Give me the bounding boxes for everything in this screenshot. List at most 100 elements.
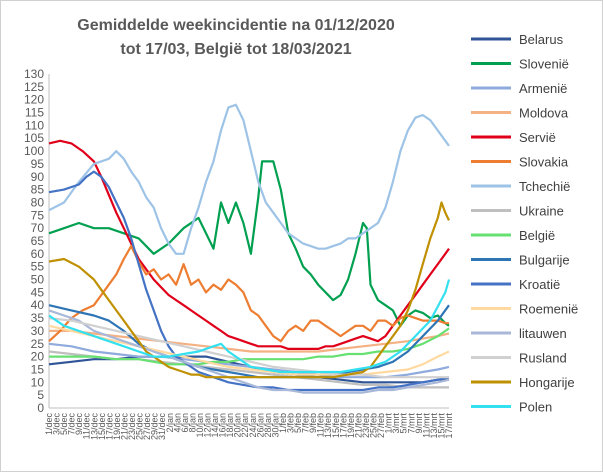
- y-tick-label: 65: [31, 234, 45, 248]
- x-tick-label: 17/dec: [104, 413, 114, 441]
- x-tick-label: 22/jan: [240, 413, 250, 438]
- y-tick-label: 120: [24, 93, 44, 107]
- legend-label: Hongarije: [519, 375, 575, 390]
- x-tick-label: 23/feb: [361, 413, 371, 438]
- y-tick-label: 75: [31, 208, 45, 222]
- y-tick-label: 10: [31, 375, 45, 389]
- y-tick-label: 55: [31, 260, 45, 274]
- x-tick-label: 7/feb: [301, 413, 311, 433]
- x-tick-label: 5/mrt: [399, 413, 409, 434]
- series-line-kroati-: [48, 170, 450, 392]
- legend-label: Moldova: [519, 106, 569, 121]
- series-lines: [48, 103, 451, 394]
- x-tick-label: 28/jan: [263, 413, 273, 438]
- y-tick-label: 45: [31, 285, 45, 299]
- x-tick-label: 17/mrt: [444, 413, 454, 439]
- x-tick-label: 5/feb: [293, 413, 303, 433]
- x-tick-label: 19/feb: [346, 413, 356, 438]
- x-tick-label: 17/feb: [338, 413, 348, 438]
- x-tick-label: 9/mrt: [414, 413, 424, 434]
- x-tick-label: 1/mrt: [384, 413, 394, 434]
- x-tick-label: 11/dec: [82, 413, 92, 440]
- x-tick-label: 6/jan: [180, 413, 190, 433]
- x-tick-label: 4/jan: [172, 413, 182, 433]
- y-tick-label: 80: [31, 195, 45, 209]
- y-tick-label: 100: [24, 144, 44, 158]
- series-line-slovakia: [48, 245, 449, 343]
- x-tick-label: 3/mrt: [391, 413, 401, 434]
- x-tick-label: 26/jan: [255, 413, 265, 438]
- legend-label: Roemenië: [519, 302, 578, 317]
- y-tick-label: 95: [31, 157, 45, 171]
- x-tick-label: 16/jan: [218, 413, 228, 438]
- legend-label: Kroatië: [519, 277, 560, 292]
- axes: 0510152025303540455055606570758085909510…: [24, 67, 454, 440]
- y-tick-label: 125: [24, 80, 44, 94]
- x-tick-label: 29/dec: [150, 413, 160, 441]
- x-tick-label: 23/dec: [127, 413, 137, 441]
- x-tick-label: 8/jan: [187, 413, 197, 433]
- x-tick-label: 18/jan: [225, 413, 235, 438]
- y-tick-label: 0: [37, 401, 44, 415]
- x-tick-label: 20/jan: [233, 413, 243, 438]
- legend-label: litauwen: [519, 326, 567, 341]
- series-line-roemeni-: [48, 324, 450, 376]
- x-tick-label: 2/jan: [165, 413, 175, 433]
- series-line-belgi-: [49, 327, 450, 366]
- series-line-polen: [48, 279, 451, 374]
- x-tick-label: 10/jan: [195, 413, 205, 438]
- x-tick-label: 21/feb: [353, 413, 363, 438]
- series-line-servi-: [48, 139, 450, 350]
- y-tick-label: 25: [31, 337, 45, 351]
- x-tick-label: 15/feb: [331, 413, 341, 438]
- x-tick-label: 15/dec: [97, 413, 107, 441]
- x-tick-label: 9/feb: [308, 413, 318, 433]
- x-tick-label: 13/dec: [89, 413, 99, 441]
- series-line-litauwen: [48, 309, 450, 394]
- x-tick-label: 27/dec: [142, 413, 152, 441]
- y-tick-label: 115: [25, 106, 44, 120]
- y-tick-label: 15: [31, 362, 45, 376]
- legend: Belarus Slovenië Armenië Moldova Servië Slova…: [471, 32, 578, 415]
- x-tick-label: 25/feb: [369, 413, 379, 438]
- x-tick-label: 12/jan: [202, 413, 212, 438]
- legend-label: Tchechië: [519, 179, 570, 194]
- x-tick-label: 7/mrt: [406, 413, 416, 434]
- x-tick-label: 5/dec: [59, 413, 69, 436]
- y-tick-label: 40: [31, 298, 45, 312]
- x-tick-label: 24/jan: [248, 413, 258, 438]
- legend-label: Belarus: [519, 32, 564, 47]
- y-tick-label: 5: [37, 388, 44, 402]
- legend-label: Slovakia: [519, 155, 569, 170]
- legend-label: België: [519, 228, 555, 243]
- y-tick-label: 60: [31, 247, 45, 261]
- series-line-hongarije: [48, 201, 450, 379]
- y-tick-label: 70: [31, 221, 45, 235]
- series-line-moldova: [49, 329, 450, 353]
- chart-title-line-1: Gemiddelde weekincidentie na 01/12/2020: [77, 17, 395, 34]
- x-tick-label: 13/mrt: [429, 413, 439, 439]
- y-tick-label: 35: [31, 311, 45, 325]
- x-tick-label: 13/feb: [323, 413, 333, 438]
- legend-label: Polen: [519, 400, 552, 415]
- x-tick-label: 15/mrt: [436, 413, 446, 439]
- legend-label: Ukraine: [519, 204, 564, 219]
- x-tick-label: 21/dec: [119, 413, 129, 441]
- x-tick-label: 30/jan: [270, 413, 280, 438]
- y-tick-label: 30: [31, 324, 45, 338]
- x-tick-label: 11/feb: [316, 413, 326, 437]
- x-tick-label: 7/dec: [67, 413, 77, 436]
- x-tick-label: 11/mrt: [421, 413, 431, 438]
- x-tick-label: 31/dec: [157, 413, 167, 441]
- x-tick-label: 25/dec: [135, 413, 145, 441]
- series-line-rusland: [48, 317, 449, 379]
- x-tick-label: 27/feb: [376, 413, 386, 438]
- y-tick-label: 50: [31, 273, 45, 287]
- y-tick-label: 110: [25, 118, 44, 132]
- x-tick-label: 1/dec: [44, 413, 54, 436]
- x-tick-label: 9/dec: [74, 413, 84, 436]
- chart-title-line-2: tot 17/03, België tot 18/03/2021: [120, 41, 351, 58]
- x-tick-label: 3/feb: [286, 413, 296, 433]
